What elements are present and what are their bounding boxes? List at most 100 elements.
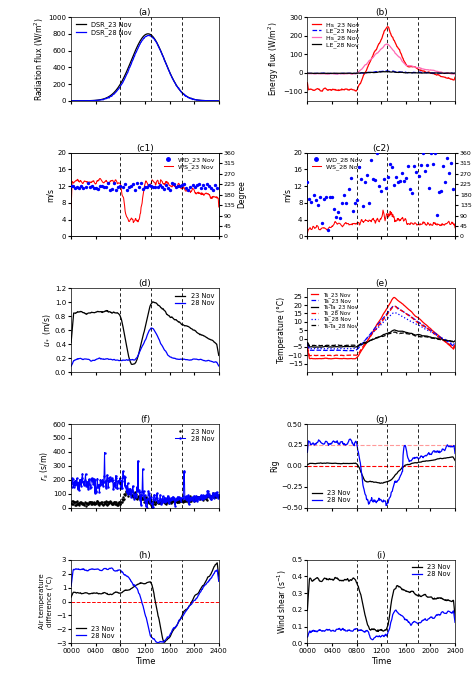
Title: (c2): (c2) — [373, 143, 390, 152]
Ts-Ta_23 Nov — [392, 326, 397, 334]
WD_28 Nov — [320, 194, 328, 205]
Ts_28 Nov — [380, 317, 385, 325]
WD_28 Nov — [332, 212, 340, 223]
LE_28 Nov — [440, 69, 446, 77]
23 Nov — [318, 577, 323, 585]
WD_28 Nov — [326, 191, 334, 202]
WD_23 Nov — [102, 182, 110, 193]
WD_23 Nov — [164, 182, 172, 193]
28 Nov — [380, 631, 385, 639]
28 Nov — [109, 564, 115, 572]
WD_23 Nov — [94, 184, 101, 195]
WD_23 Nov — [67, 180, 75, 191]
Hs_23 Nov — [432, 70, 438, 79]
WD_28 Nov — [415, 170, 422, 181]
WS_28 Nov — [452, 223, 458, 232]
28 Nov — [145, 503, 150, 512]
WD_23 Nov — [168, 177, 176, 188]
Ts_28 Nov — [440, 336, 446, 344]
23 Nov — [216, 351, 222, 359]
Ta_23 Nov — [345, 347, 350, 355]
Hs_28 Nov — [452, 70, 458, 78]
WD_28 Nov — [369, 173, 377, 184]
28 Nov — [196, 494, 201, 503]
28 Nov — [199, 356, 205, 364]
WD_23 Nov — [96, 181, 104, 192]
Y-axis label: Air temperature
difference (°C): Air temperature difference (°C) — [39, 574, 54, 629]
Ts_23 Nov — [380, 311, 385, 320]
WD_23 Nov — [139, 184, 147, 195]
WS_28 Nov — [440, 221, 446, 229]
28 Nov — [200, 495, 205, 503]
Legend: 23 Nov, 28 Nov: 23 Nov, 28 Nov — [174, 428, 216, 443]
WD_23 Nov — [133, 177, 141, 188]
Title: (h): (h) — [138, 550, 151, 559]
Line: Ts-Ta_23 Nov: Ts-Ta_23 Nov — [307, 330, 455, 347]
Ts-Ta_23 Nov — [429, 333, 435, 342]
28 Nov — [432, 448, 438, 456]
28 Nov — [204, 579, 210, 587]
Y-axis label: Temperature (°C): Temperature (°C) — [276, 297, 285, 363]
Hs_23 Nov — [319, 87, 325, 96]
Title: (f): (f) — [140, 415, 150, 424]
23 Nov — [143, 318, 149, 326]
WD_28 Nov — [394, 177, 402, 188]
WD_28 Nov — [450, 184, 457, 195]
WD_28 Nov — [429, 158, 437, 169]
WS_28 Nov — [318, 226, 323, 234]
WD_28 Nov — [355, 161, 363, 172]
Ts-Ta_28 Nov — [304, 338, 310, 346]
WD_23 Nov — [189, 180, 196, 191]
WD_23 Nov — [72, 183, 79, 194]
WD_28 Nov — [365, 198, 373, 209]
WD_28 Nov — [435, 187, 443, 198]
WD_23 Nov — [207, 182, 215, 193]
Ts_23 Nov — [440, 336, 446, 344]
WD_28 Nov — [384, 171, 392, 182]
WD_23 Nov — [156, 180, 164, 191]
DSR_23 Nov — [199, 96, 205, 104]
23 Nov — [432, 456, 438, 464]
LE_23 Nov — [440, 69, 446, 77]
WD_23 Nov — [195, 179, 202, 190]
DSR_23 Nov — [195, 96, 201, 104]
DSR_28 Nov — [203, 96, 209, 104]
Hs_23 Nov — [440, 72, 446, 81]
Y-axis label: $r_s$ (s/m): $r_s$ (s/m) — [38, 451, 51, 481]
WD_28 Nov — [390, 179, 398, 190]
WD_23 Nov — [117, 180, 124, 191]
Ta_23 Nov — [429, 327, 435, 335]
Ta_28 Nov — [318, 344, 323, 352]
23 Nov — [81, 309, 87, 317]
LE_28 Nov — [432, 69, 438, 77]
WD_28 Nov — [378, 186, 385, 197]
23 Nov — [193, 327, 199, 335]
WS_28 Nov — [432, 219, 438, 227]
WD_23 Nov — [127, 180, 135, 191]
LE_23 Nov — [336, 70, 342, 78]
WD_23 Nov — [152, 182, 159, 193]
23 Nov — [216, 573, 222, 581]
Y-axis label: $u_*$ (m/s): $u_*$ (m/s) — [41, 313, 53, 347]
WD_23 Nov — [211, 180, 219, 191]
DSR_23 Nov — [68, 97, 74, 105]
28 Nov — [102, 449, 108, 457]
Ts-Ta_23 Nov — [304, 339, 310, 347]
Line: 28 Nov: 28 Nov — [71, 568, 219, 643]
LE_23 Nov — [380, 68, 385, 76]
28 Nov — [216, 577, 222, 585]
WD_28 Nov — [318, 217, 326, 228]
28 Nov — [304, 633, 310, 641]
WD_23 Nov — [90, 182, 98, 193]
23 Nov — [68, 593, 74, 601]
23 Nov — [332, 573, 338, 581]
WD_28 Nov — [419, 148, 427, 158]
LE_28 Nov — [429, 69, 435, 77]
Title: (c1): (c1) — [136, 143, 154, 152]
WD_23 Nov — [170, 179, 178, 190]
Line: Hs_23 Nov: Hs_23 Nov — [307, 27, 455, 92]
Ta_23 Nov — [432, 329, 438, 337]
Y-axis label: Radiation flux (W/m$^2$): Radiation flux (W/m$^2$) — [33, 17, 46, 101]
28 Nov — [429, 614, 435, 622]
DSR_28 Nov — [195, 96, 201, 104]
